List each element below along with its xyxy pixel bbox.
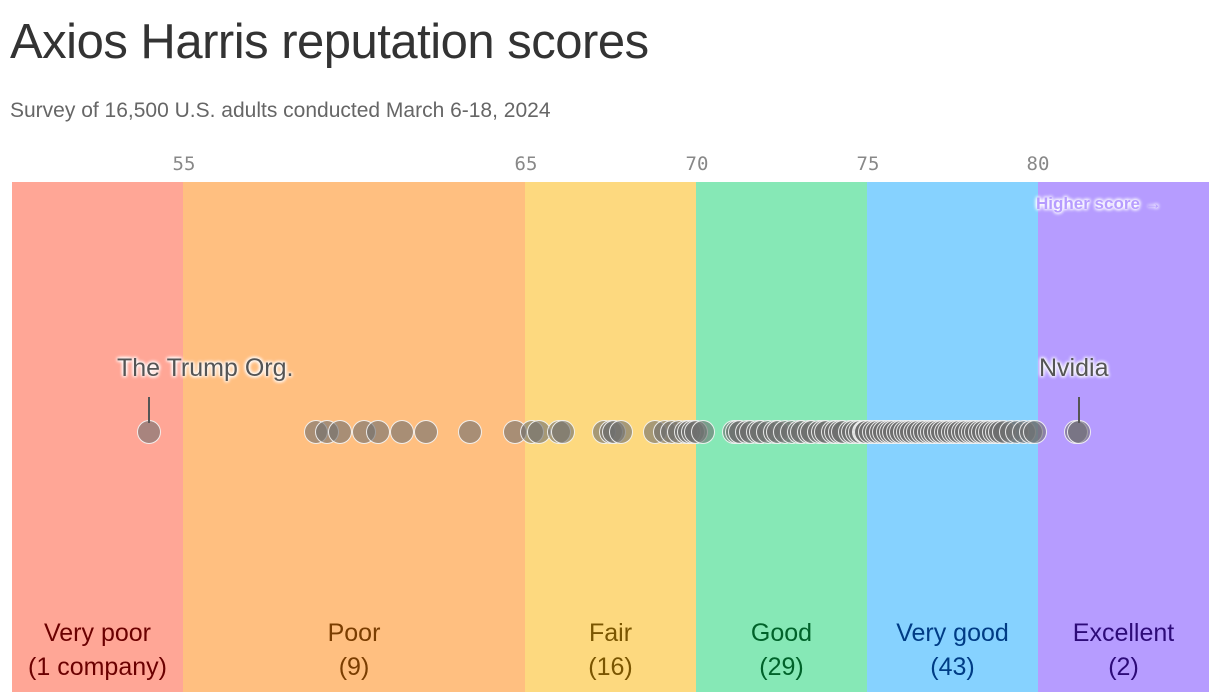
band-name: Very good [896,619,1009,647]
chart-title: Axios Harris reputation scores [10,15,649,69]
company-dot[interactable] [690,420,715,444]
band-count: (16) [588,653,633,681]
higher-score-hint: Higher score → [1036,194,1162,213]
company-dot[interactable] [458,420,483,444]
company-dot[interactable] [1067,420,1092,444]
annotation-leader-line [147,397,150,423]
x-tick-label: 75 [856,153,880,175]
company-dot[interactable] [328,420,353,444]
band-name: Good [750,619,813,647]
company-dot[interactable] [550,420,575,444]
company-dot[interactable] [608,420,633,444]
band-count: (1 company) [28,653,167,681]
company-dot[interactable] [136,420,161,444]
annotation-label: The Trump Org. [117,354,294,382]
company-dot[interactable] [389,420,414,444]
band-excellent: Excellent (2) [1038,182,1209,692]
x-tick-label: 70 [685,153,709,175]
band-name: Poor [327,619,381,647]
band-name: Excellent [1072,619,1175,647]
band-count: (2) [1108,653,1139,681]
band-label: Very good (43) [867,616,1038,684]
band-label: Good (29) [696,616,867,684]
company-dot[interactable] [1022,420,1047,444]
band-count: (29) [759,653,804,681]
company-dot[interactable] [365,420,390,444]
company-dot[interactable] [413,420,438,444]
band-count: (43) [930,653,975,681]
band-name: Fair [588,619,633,647]
band-name: Very poor [43,619,151,647]
x-tick-label: 55 [172,153,196,175]
x-tick-label: 65 [514,153,538,175]
band-label: Very poor (1 company) [12,616,183,684]
band-label: Excellent (2) [1038,616,1209,684]
chart-subtitle: Survey of 16,500 U.S. adults conducted M… [10,99,551,122]
x-tick-label: 80 [1026,153,1050,175]
band-count: (9) [338,653,370,681]
annotation-leader-line [1078,397,1081,423]
annotation-label: Nvidia [1039,354,1109,382]
band-label: Fair (16) [525,616,696,684]
band-label: Poor (9) [183,616,525,684]
